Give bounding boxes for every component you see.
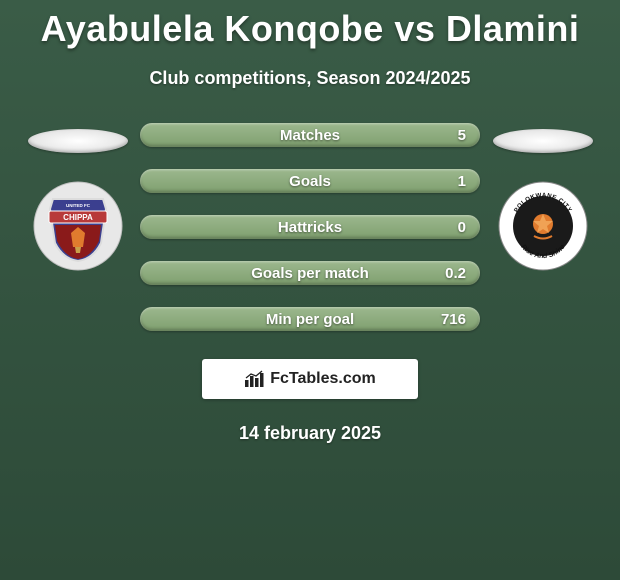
right-player-col: POLOKWANE CITY Rise And Shine: [490, 129, 595, 271]
page-title: Ayabulela Konqobe vs Dlamini: [0, 0, 620, 50]
stat-label: Matches: [280, 127, 340, 144]
stat-row-goals-per-match: Goals per match 0.2: [140, 261, 480, 285]
stats-column: Matches 5 Goals 1 Hattricks 0 Goals per …: [140, 123, 480, 331]
chart-icon: [244, 370, 266, 388]
stat-label: Min per goal: [266, 311, 354, 328]
left-team-crest: CHIPPA UNITED FC: [33, 181, 123, 271]
stat-row-hattricks: Hattricks 0: [140, 215, 480, 239]
stat-label: Goals: [289, 173, 331, 190]
brand-badge[interactable]: FcTables.com: [202, 359, 418, 399]
right-player-oval: [493, 129, 593, 153]
subtitle: Club competitions, Season 2024/2025: [0, 68, 620, 89]
stat-value: 716: [441, 311, 466, 328]
left-player-col: CHIPPA UNITED FC: [25, 129, 130, 271]
polokwane-crest-icon: POLOKWANE CITY Rise And Shine: [498, 181, 588, 271]
comparison-row: CHIPPA UNITED FC Matches 5 Goals 1 Hattr…: [0, 129, 620, 331]
stat-row-matches: Matches 5: [140, 123, 480, 147]
left-player-oval: [28, 129, 128, 153]
brand-text: FcTables.com: [270, 370, 376, 388]
date-text: 14 february 2025: [0, 423, 620, 444]
left-crest-banner-text: CHIPPA: [63, 213, 93, 222]
stat-label: Hattricks: [278, 219, 342, 236]
right-team-crest: POLOKWANE CITY Rise And Shine: [498, 181, 588, 271]
stat-row-goals: Goals 1: [140, 169, 480, 193]
stat-value: 5: [458, 127, 466, 144]
stat-value: 0: [458, 219, 466, 236]
left-crest-sub-text: UNITED FC: [66, 203, 91, 208]
stat-row-min-per-goal: Min per goal 716: [140, 307, 480, 331]
stat-label: Goals per match: [251, 265, 369, 282]
stat-value: 0.2: [445, 265, 466, 282]
stat-value: 1: [458, 173, 466, 190]
chippa-crest-icon: CHIPPA UNITED FC: [33, 181, 123, 271]
